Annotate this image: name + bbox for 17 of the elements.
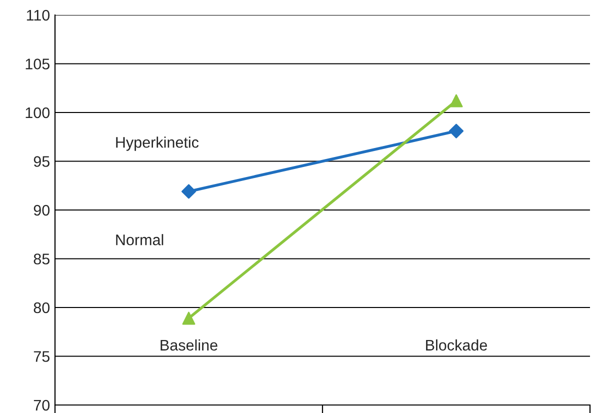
annotation: Hyperkinetic [116, 136, 199, 151]
point [450, 94, 463, 108]
y-tick-label: 100 [26, 107, 50, 118]
y-tick-label: 95 [34, 156, 50, 167]
point [181, 184, 196, 199]
point [182, 312, 196, 325]
y-tick-label: 70 [34, 400, 50, 411]
y-tick-label: 110 [26, 10, 50, 21]
y-tick-label: 85 [34, 254, 50, 264]
y-tick-label: 90 [34, 204, 50, 216]
y-tick-label: 75 [34, 351, 50, 362]
y-tick-label: 105 [26, 58, 50, 70]
point [448, 124, 464, 138]
y-tick-label: 80 [34, 302, 50, 314]
x-tick-label: Baseline [160, 339, 218, 351]
x-tick-label: Blockade [426, 339, 487, 351]
annotation: Normal [116, 234, 164, 246]
